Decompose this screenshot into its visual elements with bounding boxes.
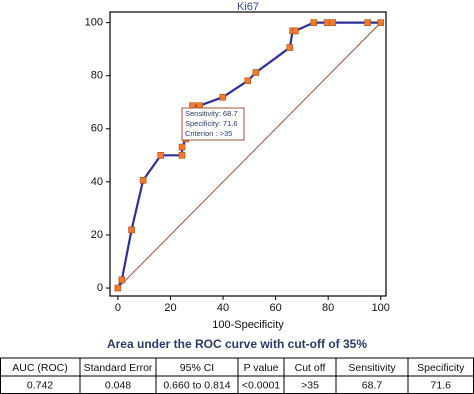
plot-frame bbox=[109, 11, 387, 297]
chart-title: Ki67 bbox=[237, 1, 259, 13]
y-tick-label: 0 bbox=[97, 282, 103, 294]
y-tick-label: 80 bbox=[91, 70, 103, 82]
x-tick-label: 100 bbox=[372, 302, 390, 314]
y-tick-label: 60 bbox=[91, 123, 103, 135]
roc-line bbox=[116, 21, 381, 289]
x-tick-label: 80 bbox=[322, 302, 334, 314]
annotation-box bbox=[181, 107, 245, 141]
marker bbox=[244, 77, 252, 85]
table-cell: <0.0001 bbox=[242, 380, 280, 392]
table-header: P value bbox=[244, 362, 279, 374]
table-header: Cut off bbox=[295, 362, 326, 374]
table-cell: 68.7 bbox=[362, 380, 383, 392]
annotation-text: Sensitivity: 68.7 bbox=[185, 109, 238, 118]
marker bbox=[178, 152, 186, 159]
table-header: Specificity bbox=[417, 362, 465, 374]
table-cell: >35 bbox=[301, 380, 319, 392]
marker bbox=[178, 143, 186, 151]
caption: Area under the ROC curve with cut-off of… bbox=[107, 337, 367, 351]
marker bbox=[118, 276, 126, 284]
marker bbox=[139, 176, 147, 184]
marker bbox=[128, 226, 135, 234]
table-header: 95% CI bbox=[180, 362, 214, 374]
x-tick-label: 0 bbox=[115, 302, 121, 314]
marker bbox=[252, 69, 260, 76]
table-header: Sensitivity bbox=[348, 362, 396, 374]
table-cell: 0.660 to 0.814 bbox=[163, 380, 230, 392]
x-axis-label: 100-Specificity bbox=[212, 319, 284, 331]
table-header: AUC (ROC) bbox=[12, 362, 67, 374]
y-tick-label: 20 bbox=[91, 229, 103, 241]
marker bbox=[364, 19, 371, 26]
y-tick-label: 40 bbox=[91, 176, 103, 188]
annotation-text: Criterion : >35 bbox=[185, 129, 232, 138]
x-tick-label: 60 bbox=[269, 302, 281, 314]
marker bbox=[157, 152, 165, 159]
marker bbox=[310, 19, 318, 26]
annotation-text: Specificity: 71.6 bbox=[185, 119, 238, 128]
marker bbox=[114, 284, 122, 292]
table-cell: 0.048 bbox=[105, 380, 131, 392]
y-tick-label: 100 bbox=[85, 17, 103, 29]
x-tick-label: 40 bbox=[217, 302, 229, 314]
marker bbox=[219, 93, 227, 101]
table-cell: 71.6 bbox=[431, 380, 452, 392]
marker bbox=[377, 19, 385, 26]
table-cell: 0.742 bbox=[27, 380, 53, 392]
table-header: Standard Error bbox=[84, 362, 153, 374]
marker bbox=[292, 27, 299, 35]
marker bbox=[286, 44, 294, 51]
reference-line bbox=[117, 22, 382, 289]
marker bbox=[323, 19, 331, 26]
marker bbox=[329, 19, 336, 26]
x-tick-label: 20 bbox=[164, 302, 176, 314]
